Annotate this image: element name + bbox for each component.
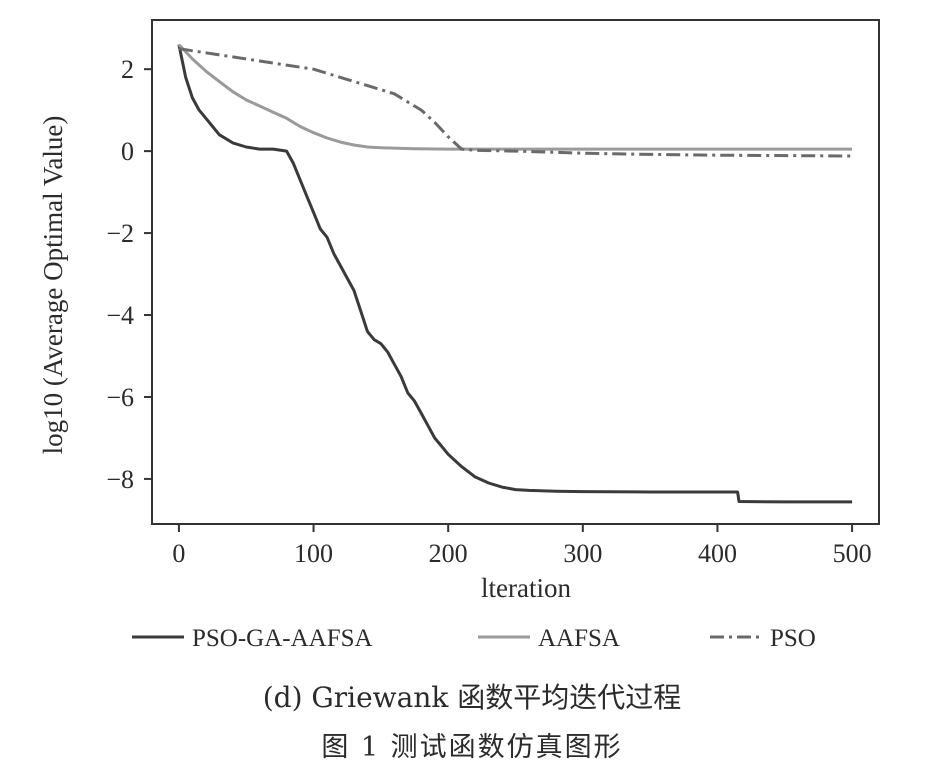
x-tick-label: 300 bbox=[563, 539, 602, 568]
series-layer bbox=[177, 43, 853, 504]
y-tick-label: −8 bbox=[106, 465, 134, 494]
x-tick-label: 0 bbox=[172, 539, 185, 568]
legend-label: AAFSA bbox=[538, 625, 620, 652]
x-tick-label: 500 bbox=[833, 539, 872, 568]
y-axis-title: log10 (Average Optimal Value) bbox=[38, 116, 68, 455]
x-axis-title: lteration bbox=[481, 573, 571, 603]
legend-label: PSO-GA-AAFSA bbox=[192, 625, 373, 652]
sub-caption: (d) Griewank 函数平均迭代过程 bbox=[262, 681, 682, 714]
chart: 2 0 −2 −4 −6 −8 0 100 200 300 400 500 lteration lo… bbox=[38, 19, 880, 652]
y-tick-label: 2 bbox=[121, 55, 134, 84]
figure-caption: 图 1 测试函数仿真图形 bbox=[321, 732, 623, 763]
y-tick-label: −4 bbox=[106, 301, 134, 330]
series-line-pso-ga-aafsa bbox=[177, 44, 853, 504]
y-tick-label: −2 bbox=[106, 219, 134, 248]
legend-label: PSO bbox=[770, 625, 816, 652]
x-tick-label: 100 bbox=[294, 539, 333, 568]
series-line-aafsa bbox=[177, 43, 853, 151]
series-line-pso bbox=[178, 47, 853, 158]
plot-frame bbox=[151, 19, 880, 525]
x-axis-ticks: 0 100 200 300 400 500 bbox=[172, 524, 872, 568]
x-tick-label: 200 bbox=[429, 539, 468, 568]
y-tick-label: 0 bbox=[121, 137, 134, 166]
y-axis-ticks: 2 0 −2 −4 −6 −8 bbox=[106, 55, 152, 494]
legend: PSO-GA-AAFSA AAFSA PSO bbox=[132, 625, 816, 652]
y-tick-label: −6 bbox=[106, 383, 134, 412]
x-tick-label: 400 bbox=[698, 539, 737, 568]
